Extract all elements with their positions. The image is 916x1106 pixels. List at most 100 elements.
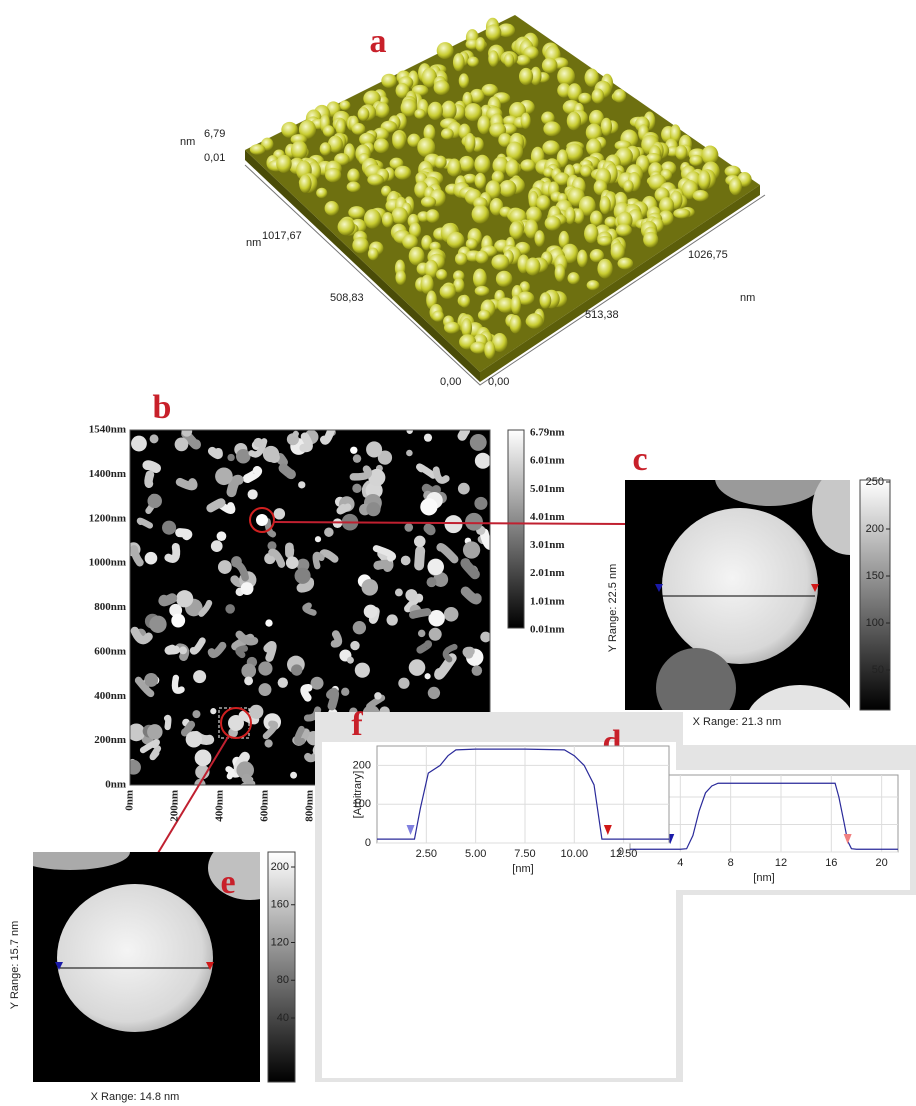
afm-feature bbox=[467, 651, 470, 654]
axis-label: 0,00 bbox=[488, 376, 509, 388]
surface-bump bbox=[543, 121, 560, 136]
afm-feature bbox=[298, 481, 305, 488]
x-tick-label: 5.00 bbox=[465, 848, 486, 860]
colorbar-label: 150 bbox=[866, 570, 884, 582]
surface-bump bbox=[316, 188, 327, 199]
surface-bump bbox=[474, 155, 490, 174]
range-label: X Range: 14.8 nm bbox=[91, 1091, 180, 1103]
afm-feature bbox=[293, 431, 299, 437]
surface-bump bbox=[580, 166, 592, 178]
surface-bump bbox=[693, 190, 709, 202]
afm-feature bbox=[192, 710, 200, 718]
afm-feature bbox=[463, 541, 480, 558]
colorbar-label: 40 bbox=[277, 1012, 289, 1024]
surface-bump bbox=[506, 159, 520, 177]
surface-bump bbox=[540, 292, 552, 309]
surface-bump bbox=[577, 250, 588, 268]
surface-bump bbox=[414, 109, 425, 119]
colorbar-label: 200 bbox=[271, 861, 289, 873]
afm-feature bbox=[420, 644, 428, 650]
afm-feature bbox=[182, 426, 193, 437]
afm-feature bbox=[162, 521, 176, 535]
colorbar-label: 5.01nm bbox=[530, 483, 565, 495]
surface-bump bbox=[364, 209, 381, 229]
afm-feature bbox=[458, 483, 470, 495]
panel-e: e Y Range: 15.7 nm X Range: 14.8 nm 2001… bbox=[9, 834, 295, 1103]
afm-feature bbox=[419, 551, 420, 566]
afm-feature bbox=[353, 454, 361, 462]
x-tick-label: 4 bbox=[677, 857, 683, 869]
y-axis-label: [Arbitrary] bbox=[352, 771, 364, 819]
afm-feature bbox=[241, 663, 256, 678]
axis-label: 513,38 bbox=[585, 309, 619, 321]
surface-bump bbox=[436, 269, 447, 280]
surface-bump bbox=[587, 280, 600, 290]
axis-unit: nm bbox=[246, 237, 261, 249]
surface-bump bbox=[392, 131, 405, 149]
panel-label: f bbox=[351, 706, 363, 743]
colorbar-label: 0.01nm bbox=[530, 624, 565, 636]
afm-feature bbox=[147, 724, 162, 739]
afm-feature bbox=[311, 677, 324, 690]
afm-feature bbox=[353, 621, 366, 634]
afm-feature bbox=[341, 688, 349, 696]
y-tick-label: 0nm bbox=[105, 779, 126, 791]
afm-feature bbox=[428, 528, 431, 530]
surface-bump bbox=[557, 67, 575, 86]
surface-bump bbox=[459, 73, 469, 88]
surface-bump bbox=[491, 254, 509, 270]
surface-bump bbox=[520, 159, 535, 171]
afm-feature bbox=[211, 540, 223, 552]
afm-feature bbox=[374, 692, 381, 699]
afm-feature bbox=[249, 705, 263, 719]
colorbar bbox=[508, 430, 524, 628]
afm-feature bbox=[148, 475, 149, 484]
x-tick-label: 600nm bbox=[259, 790, 271, 822]
surface-bump bbox=[437, 42, 454, 59]
surface-bump bbox=[395, 270, 406, 285]
x-tick-label: 2.50 bbox=[416, 848, 437, 860]
afm-feature bbox=[211, 503, 222, 509]
surface-bump bbox=[441, 128, 454, 139]
afm-feature bbox=[335, 634, 339, 644]
surface-bump bbox=[325, 201, 339, 216]
afm-feature bbox=[387, 614, 398, 625]
surface-bump bbox=[352, 123, 366, 135]
colorbar-label: 4.01nm bbox=[530, 511, 565, 523]
range-label: Y Range: 15.7 nm bbox=[9, 921, 21, 1009]
surface-bump bbox=[475, 286, 490, 296]
surface-bump bbox=[567, 112, 581, 131]
surface-bump bbox=[509, 315, 521, 334]
surface-bump bbox=[455, 252, 467, 265]
afm-feature bbox=[263, 446, 279, 462]
surface-bump bbox=[440, 284, 456, 299]
colorbar-label: 50 bbox=[872, 664, 884, 676]
surface-bump bbox=[352, 237, 368, 253]
y-tick-label: 1200nm bbox=[89, 512, 126, 524]
surface-bump bbox=[623, 180, 633, 193]
afm-feature bbox=[171, 614, 185, 628]
afm-feature bbox=[304, 437, 309, 448]
afm-feature bbox=[150, 434, 159, 443]
surface-bump bbox=[565, 207, 576, 224]
surface-bump bbox=[325, 168, 341, 183]
axis-label: 0,00 bbox=[440, 376, 461, 388]
afm-feature bbox=[153, 749, 158, 757]
surface-bump bbox=[381, 74, 396, 88]
afm-feature bbox=[364, 605, 378, 619]
surface-bump bbox=[729, 177, 742, 195]
surface-bump bbox=[519, 68, 533, 85]
colorbar-label: 80 bbox=[277, 974, 289, 986]
x-tick-label: 200nm bbox=[169, 790, 181, 822]
afm-feature bbox=[355, 663, 370, 678]
surface-bump bbox=[689, 155, 702, 166]
afm-feature bbox=[145, 552, 158, 565]
afm-feature bbox=[291, 664, 302, 675]
surface-bump bbox=[444, 322, 460, 334]
surface-bump bbox=[467, 57, 478, 67]
surface-bump bbox=[698, 170, 711, 190]
surface-bump bbox=[597, 236, 612, 246]
surface-bump bbox=[453, 53, 465, 71]
afm-feature bbox=[167, 718, 168, 727]
afm-feature bbox=[475, 453, 491, 469]
